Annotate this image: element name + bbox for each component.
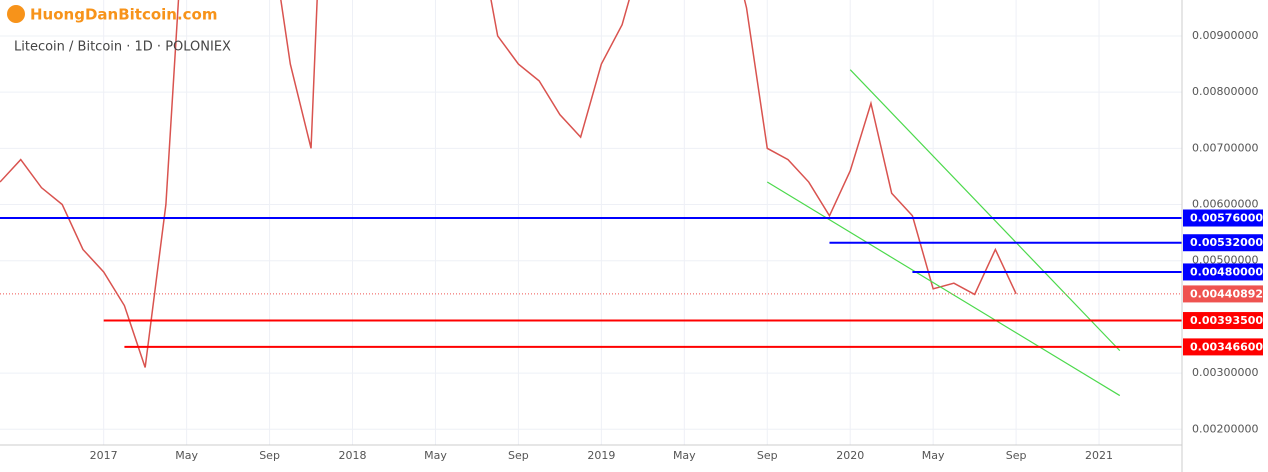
level-label: 0.00393500	[1190, 314, 1263, 327]
y-tick-label: 0.00700000	[1192, 141, 1258, 154]
y-tick-label: 0.00300000	[1192, 366, 1258, 379]
last-price-box	[1183, 285, 1263, 303]
x-tick-label: May	[175, 449, 198, 462]
level-box	[1183, 338, 1263, 356]
level-box	[1183, 209, 1263, 227]
x-tick-label: Sep	[757, 449, 778, 462]
x-tick-label: May	[673, 449, 696, 462]
level-label: 0.00480000	[1190, 265, 1263, 278]
x-tick-label: Sep	[259, 449, 280, 462]
x-tick-label: 2017	[90, 449, 118, 462]
x-tick-label: 2018	[339, 449, 367, 462]
level-label: 0.00346600	[1190, 340, 1263, 353]
watermark: HuongDanBitcoin.com	[30, 6, 218, 24]
x-tick-label: 2020	[836, 449, 864, 462]
level-label: 0.00532000	[1190, 236, 1263, 249]
level-box	[1183, 234, 1263, 252]
x-tick-label: Sep	[508, 449, 529, 462]
x-tick-label: 2021	[1085, 449, 1113, 462]
y-tick-label: 0.00900000	[1192, 29, 1258, 42]
level-label: 0.00576000	[1190, 212, 1263, 225]
x-tick-label: Sep	[1006, 449, 1027, 462]
plot	[0, 0, 1182, 397]
x-tick-label: 2019	[587, 449, 615, 462]
chart-title: Litecoin / Bitcoin · 1D · POLONIEX	[14, 40, 231, 55]
grid	[0, 0, 1182, 445]
axes: 2017 May Sep 2018 May Sep 2019 May Sep 2020 May Sep…	[90, 29, 1259, 462]
last-price-label: 0.00440892	[1190, 287, 1263, 300]
level-box	[1183, 263, 1263, 281]
x-tick-label: May	[424, 449, 447, 462]
y-tick-label: 0.00800000	[1192, 85, 1258, 98]
y-tick-label: 0.00200000	[1192, 422, 1258, 435]
x-tick-label: May	[922, 449, 945, 462]
y-tick-label: 0.00600000	[1192, 198, 1258, 211]
logo-icon	[7, 5, 25, 23]
trend-line	[849, 69, 1121, 352]
level-box	[1183, 312, 1263, 330]
price-line	[0, 0, 1017, 368]
